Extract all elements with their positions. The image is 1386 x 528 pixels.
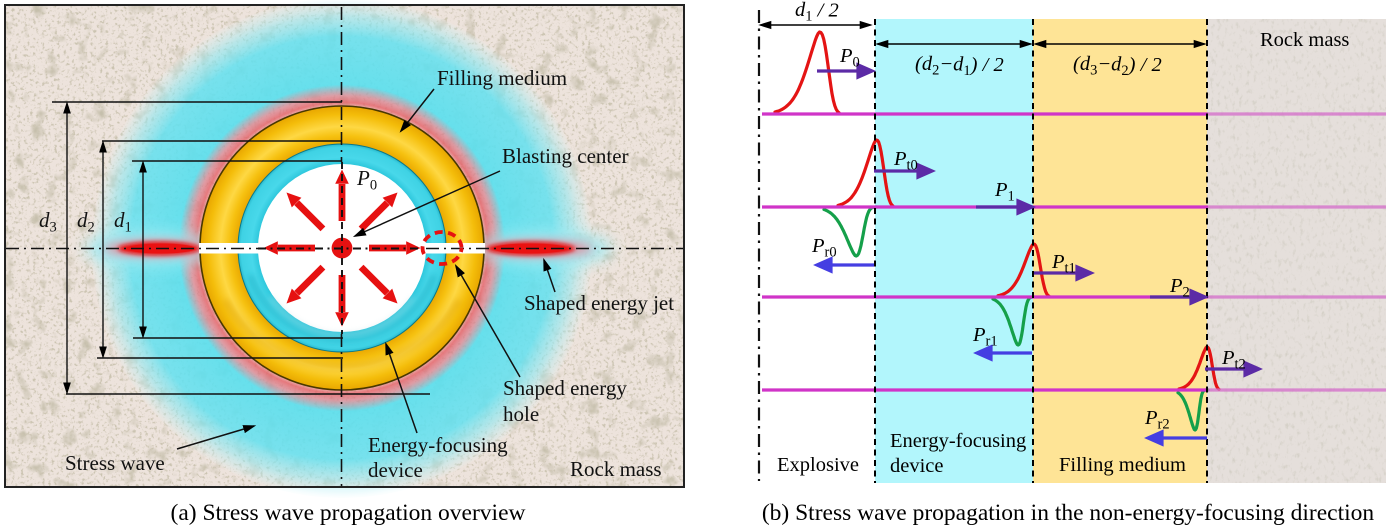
svg-text:Blasting center: Blasting center xyxy=(502,144,629,168)
svg-text:Filling medium: Filling medium xyxy=(1059,454,1186,476)
svg-text:Explosive: Explosive xyxy=(777,454,859,476)
svg-text:Energy-focusing: Energy-focusing xyxy=(368,433,508,457)
svg-text:Shaped energy: Shaped energy xyxy=(503,376,627,400)
svg-text:device: device xyxy=(368,458,423,482)
svg-text:(b) Stress wave propagation in: (b) Stress wave propagation in the non-e… xyxy=(762,500,1375,526)
svg-text:P0: P0 xyxy=(839,45,860,71)
svg-text:d1 / 2: d1 / 2 xyxy=(795,0,839,25)
svg-text:Shaped energy jet: Shaped energy jet xyxy=(524,291,674,315)
svg-text:Energy-focusing: Energy-focusing xyxy=(890,430,1026,452)
svg-text:(d2−d1) / 2: (d2−d1) / 2 xyxy=(915,53,1004,79)
svg-text:Rock mass: Rock mass xyxy=(1260,29,1349,51)
svg-text:Pt1: Pt1 xyxy=(1051,251,1076,277)
svg-text:(d3−d2) / 2: (d3−d2) / 2 xyxy=(1073,53,1162,79)
svg-text:hole: hole xyxy=(503,402,539,426)
svg-text:Pr0: Pr0 xyxy=(811,235,837,261)
svg-text:Rock mass: Rock mass xyxy=(570,457,662,481)
svg-text:Stress wave: Stress wave xyxy=(65,451,165,475)
svg-text:(a) Stress wave propagation ov: (a) Stress wave propagation overview xyxy=(171,500,526,526)
svg-text:Filling medium: Filling medium xyxy=(437,66,567,90)
svg-text:device: device xyxy=(890,455,944,477)
